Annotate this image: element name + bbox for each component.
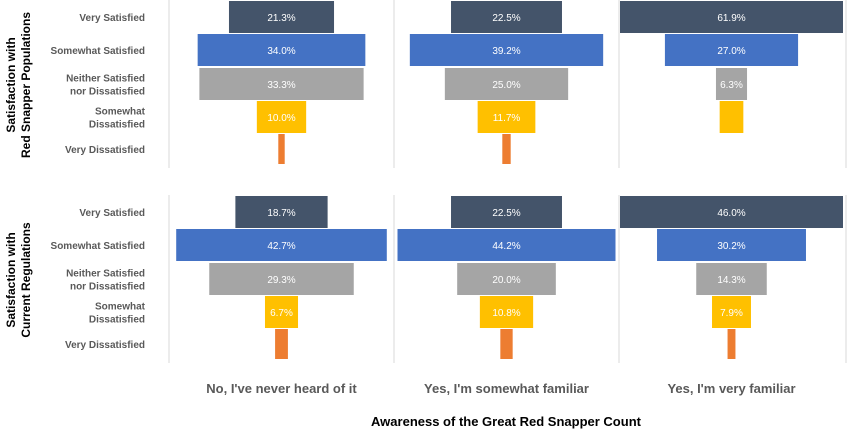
- panel-title-line: Satisfaction with: [4, 37, 18, 132]
- category-label: Somewhat: [95, 107, 146, 118]
- category-label: Somewhat Satisfied: [51, 241, 145, 252]
- data-label: 10.0%: [267, 113, 295, 124]
- column-label: No, I've never heard of it: [206, 381, 357, 396]
- panel-title-line: Red Snapper Populations: [19, 12, 33, 158]
- data-label: 18.7%: [267, 208, 295, 219]
- bar: [502, 134, 511, 164]
- bar: [620, 1, 843, 33]
- bar: [209, 263, 354, 295]
- data-label: 6.7%: [270, 308, 293, 319]
- bar: [712, 296, 751, 328]
- bar: [719, 101, 744, 133]
- category-label: Neither Satisfied: [66, 74, 145, 85]
- bar: [228, 1, 335, 33]
- x-axis-title: Awareness of the Great Red Snapper Count: [371, 414, 642, 429]
- category-label: Very Dissatisfied: [65, 340, 145, 351]
- panel-title-line: Current Regulations: [19, 222, 33, 338]
- category-label: nor Dissatisfied: [70, 87, 145, 98]
- category-label: Dissatisfied: [89, 120, 145, 131]
- bar: [727, 329, 736, 359]
- bar: [451, 196, 562, 228]
- bar: [444, 68, 569, 100]
- data-label: 61.9%: [717, 13, 745, 24]
- bar: [264, 296, 299, 328]
- bar: [199, 68, 364, 100]
- panel-title: Satisfaction with Red Snapper Populations: [4, 12, 33, 158]
- column-label: Yes, I'm very familiar: [667, 381, 795, 396]
- data-label: 6.3%: [720, 80, 743, 91]
- bar: [176, 229, 387, 261]
- bar: [620, 196, 843, 228]
- bar: [477, 101, 536, 133]
- bar: [451, 1, 562, 33]
- data-label: 46.0%: [717, 208, 745, 219]
- data-label: 10.8%: [492, 308, 520, 319]
- bar: [696, 263, 767, 295]
- data-label: 30.2%: [717, 241, 745, 252]
- column-label: Yes, I'm somewhat familiar: [424, 381, 589, 396]
- category-label: Very Dissatisfied: [65, 145, 145, 156]
- category-label: Neither Satisfied: [66, 269, 145, 280]
- data-label: 22.5%: [492, 208, 520, 219]
- panel-borders: [168, 0, 847, 363]
- category-label: Somewhat Satisfied: [51, 46, 145, 57]
- labels-layer: Very Satisfied Somewhat Satisfied Neither …: [4, 12, 796, 396]
- panel-title-line: Satisfaction with: [4, 232, 18, 327]
- bar: [397, 229, 616, 261]
- bar: [715, 68, 748, 100]
- data-label: 29.3%: [267, 275, 295, 286]
- bar: [235, 196, 328, 228]
- bar: [275, 329, 288, 359]
- data-label: 11.7%: [493, 113, 521, 124]
- category-label: Dissatisfied: [89, 315, 145, 326]
- bar: [256, 101, 307, 133]
- data-label: 21.3%: [267, 13, 295, 24]
- bar: [409, 34, 604, 66]
- bar: [664, 34, 799, 66]
- bar: [278, 134, 285, 164]
- data-label: 20.0%: [492, 275, 520, 286]
- category-label: nor Dissatisfied: [70, 282, 145, 293]
- panel-title: Satisfaction with Current Regulations: [4, 222, 33, 338]
- bars-layer: [176, 1, 843, 359]
- data-label: 33.3%: [267, 80, 295, 91]
- data-label: 27.0%: [717, 46, 745, 57]
- bar: [657, 229, 806, 261]
- data-label: 34.0%: [267, 46, 295, 57]
- bar: [197, 34, 366, 66]
- category-label: Somewhat: [95, 302, 146, 313]
- data-label: 42.7%: [267, 241, 295, 252]
- data-label: 7.9%: [720, 308, 743, 319]
- bar: [500, 329, 513, 359]
- category-label: Very Satisfied: [79, 208, 145, 219]
- bar: [479, 296, 534, 328]
- category-label: Very Satisfied: [79, 13, 145, 24]
- bar: [457, 263, 556, 295]
- data-label: 44.2%: [492, 241, 520, 252]
- data-label: 39.2%: [492, 46, 520, 57]
- data-label: 14.3%: [717, 275, 745, 286]
- data-label: 25.0%: [492, 80, 520, 91]
- data-label: 22.5%: [492, 13, 520, 24]
